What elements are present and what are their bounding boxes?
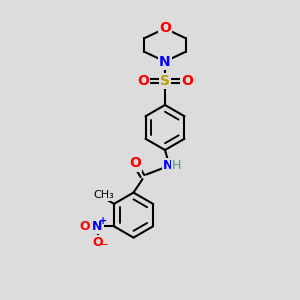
Text: ⁻: ⁻ xyxy=(100,240,107,254)
Text: N: N xyxy=(92,220,103,233)
Text: +: + xyxy=(100,216,108,226)
Text: O: O xyxy=(159,22,171,35)
Text: H: H xyxy=(172,159,181,172)
Text: O: O xyxy=(129,157,141,170)
Text: S: S xyxy=(160,74,170,88)
Text: O: O xyxy=(92,236,103,249)
Text: O: O xyxy=(137,74,149,88)
Text: CH₃: CH₃ xyxy=(93,190,114,200)
Text: O: O xyxy=(80,220,90,233)
Text: N: N xyxy=(159,55,171,68)
Text: N: N xyxy=(163,159,173,172)
Text: O: O xyxy=(181,74,193,88)
